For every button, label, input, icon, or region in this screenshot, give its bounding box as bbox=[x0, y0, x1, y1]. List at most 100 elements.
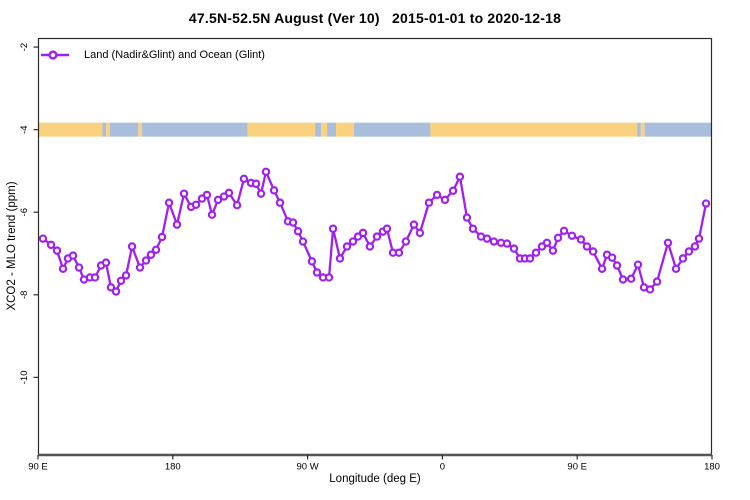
surface-band-ocean bbox=[142, 122, 248, 137]
data-point bbox=[618, 275, 628, 284]
data-point bbox=[179, 189, 189, 198]
surface-band-land bbox=[430, 122, 638, 137]
data-point bbox=[46, 240, 56, 250]
data-point bbox=[652, 277, 662, 286]
data-point bbox=[275, 198, 285, 207]
data-point bbox=[372, 232, 382, 241]
data-point bbox=[432, 190, 442, 200]
data-point bbox=[489, 237, 499, 246]
data-point bbox=[251, 179, 261, 188]
data-point bbox=[559, 226, 569, 236]
data-point bbox=[415, 228, 425, 238]
x-tick-label: 0 bbox=[440, 462, 445, 473]
data-point bbox=[90, 273, 100, 282]
data-point bbox=[548, 246, 558, 255]
x-tick-label: 90 E bbox=[567, 462, 587, 473]
y-tick-label: -4 bbox=[19, 125, 30, 133]
data-point bbox=[358, 228, 368, 238]
data-point bbox=[68, 251, 78, 260]
data-point bbox=[482, 234, 492, 243]
data-point bbox=[462, 213, 472, 222]
data-point bbox=[74, 263, 84, 272]
data-point bbox=[553, 233, 563, 243]
surface-band-ocean bbox=[354, 122, 431, 137]
data-point bbox=[365, 242, 375, 251]
data-point bbox=[701, 199, 711, 208]
data-point bbox=[502, 239, 512, 248]
y-tick-label: -2 bbox=[19, 43, 30, 51]
data-point bbox=[576, 235, 586, 244]
surface-band-land bbox=[138, 122, 143, 137]
data-point bbox=[157, 232, 167, 242]
data-point bbox=[509, 244, 519, 253]
data-point bbox=[401, 237, 411, 246]
data-point bbox=[312, 268, 322, 277]
data-point bbox=[607, 253, 617, 262]
y-tick-label: -8 bbox=[19, 291, 30, 299]
data-point bbox=[348, 237, 358, 246]
x-tick-label: 180 bbox=[704, 462, 720, 473]
data-point bbox=[141, 256, 151, 265]
data-point bbox=[597, 264, 607, 273]
data-point bbox=[298, 237, 308, 246]
data-point bbox=[307, 257, 317, 266]
data-point bbox=[256, 189, 266, 198]
data-point bbox=[678, 254, 688, 263]
series-line bbox=[42, 170, 708, 293]
data-point bbox=[38, 234, 48, 243]
chart-title: 47.5N-52.5N August (Ver 10) 2015-01-01 t… bbox=[188, 10, 562, 26]
surface-band-land bbox=[321, 122, 328, 137]
data-point bbox=[224, 188, 234, 198]
data-point bbox=[261, 167, 271, 176]
surface-band-ocean bbox=[109, 122, 139, 137]
data-point bbox=[202, 190, 212, 200]
data-point bbox=[324, 273, 334, 282]
data-point bbox=[440, 195, 450, 205]
data-point bbox=[288, 218, 298, 227]
y-tick-label: -10 bbox=[19, 371, 30, 385]
data-point bbox=[633, 260, 643, 269]
legend: Land (Nadir&Glint) and Ocean (Glint) bbox=[41, 49, 265, 61]
data-point bbox=[172, 220, 182, 229]
surface-band-land bbox=[640, 122, 645, 137]
data-point bbox=[213, 195, 223, 205]
data-point bbox=[582, 242, 592, 251]
data-point bbox=[671, 264, 681, 273]
data-point bbox=[58, 264, 68, 273]
data-point bbox=[116, 276, 126, 285]
data-point bbox=[424, 198, 434, 207]
x-tick-label: 90 E bbox=[28, 462, 48, 473]
data-point bbox=[269, 186, 279, 195]
data-point bbox=[207, 210, 217, 219]
plot-border bbox=[37, 37, 713, 456]
data-point bbox=[328, 224, 338, 233]
data-point bbox=[335, 254, 345, 263]
data-point bbox=[191, 200, 201, 209]
data-point bbox=[146, 250, 156, 259]
data-point bbox=[448, 186, 458, 195]
data-point bbox=[293, 227, 303, 236]
data-point bbox=[542, 238, 552, 247]
data-point bbox=[127, 242, 137, 251]
data-point bbox=[382, 224, 392, 233]
data-point bbox=[232, 201, 242, 210]
data-point bbox=[121, 271, 131, 280]
surface-band-land bbox=[336, 122, 355, 137]
surface-band-ocean bbox=[315, 122, 322, 137]
data-point bbox=[135, 263, 145, 272]
legend-marker-icon bbox=[41, 50, 69, 60]
surface-band-land bbox=[106, 122, 110, 137]
data-point bbox=[409, 220, 419, 229]
data-point bbox=[663, 238, 673, 247]
data-point bbox=[645, 285, 655, 294]
data-point bbox=[626, 274, 636, 283]
data-point bbox=[394, 248, 404, 257]
data-point bbox=[525, 254, 535, 263]
data-point bbox=[694, 234, 704, 243]
data-point bbox=[342, 242, 352, 251]
data-point bbox=[52, 246, 62, 255]
x-tick-label: 180 bbox=[165, 462, 181, 473]
data-point bbox=[588, 247, 598, 256]
